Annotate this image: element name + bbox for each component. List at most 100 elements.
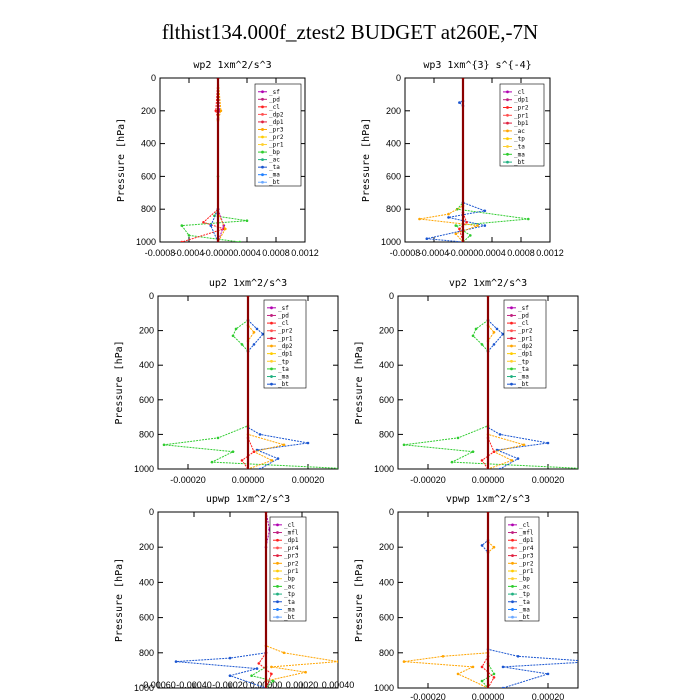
- series-point: [270, 665, 273, 669]
- x-tick-label: -0.0004: [174, 248, 205, 258]
- legend-marker: [511, 531, 514, 534]
- legend: _sf_pd_cl_pr2_pr1_dp2_dp1_tp_ta_ma_bt: [263, 299, 307, 389]
- chart-panel-6: vpwp 1xm^2/s^3 Pressure [hPa] 0 200 400 600 80…: [354, 494, 579, 700]
- y-tick-label: 200: [379, 542, 394, 552]
- series-point: [486, 686, 490, 688]
- x-tick-label: 0.0004: [233, 248, 261, 258]
- x-tick-label: -0.00020: [410, 475, 446, 485]
- series-point: [271, 679, 275, 683]
- legend-entry: _pr1: [269, 142, 284, 149]
- panel-title: upwp 1xm^2/s^3: [206, 494, 290, 505]
- series-point: [276, 457, 280, 460]
- legend-marker: [276, 554, 279, 558]
- series-point: [447, 212, 450, 216]
- legend-entry: _dp2: [269, 111, 284, 118]
- legend-entry: _pr3: [269, 126, 284, 133]
- legend-marker: [510, 321, 513, 325]
- y-tick-label: 1000: [134, 683, 154, 693]
- series-point: [418, 217, 421, 221]
- series-point: [425, 237, 429, 240]
- series-point: [592, 468, 595, 471]
- legend-entry: _pr1: [519, 568, 534, 575]
- y-tick-label: 200: [379, 326, 394, 336]
- series-point: [461, 78, 465, 80]
- legend-entry: _dp2: [518, 343, 533, 350]
- x-tick-label: -0.0004: [419, 248, 450, 258]
- legend-marker: [276, 523, 279, 527]
- legend-marker: [511, 577, 514, 581]
- legend-entry: _ma: [514, 151, 525, 158]
- series-point: [516, 457, 520, 460]
- legend: _sf_pd_cl_dp2_dp1_pr3_pr2_pr1_bp_ac_ta_m…: [254, 83, 302, 187]
- series-point: [454, 232, 458, 236]
- series-point: [480, 679, 484, 683]
- x-tick-label: -0.00020: [410, 692, 446, 700]
- series-point: [471, 334, 475, 338]
- legend-entry: _sf: [269, 89, 280, 96]
- series-point: [486, 467, 490, 469]
- legend-entry: _bt: [269, 179, 280, 186]
- series-point: [465, 221, 468, 224]
- legend-marker: [270, 359, 273, 363]
- legend-marker: [270, 382, 273, 386]
- legend-marker: [510, 306, 513, 310]
- legend-entry: _dp1: [278, 351, 293, 358]
- legend-marker: [510, 344, 513, 348]
- series-line: [175, 512, 267, 688]
- legend-marker: [261, 135, 264, 139]
- legend-entry: _tp: [278, 358, 289, 365]
- legend-entry: _ta: [514, 144, 525, 151]
- x-tick-label: 0.00020: [286, 680, 319, 690]
- series-point: [258, 467, 262, 469]
- y-axis-label: Pressure [hPa]: [116, 118, 127, 202]
- legend-entry: _dp1: [519, 537, 534, 544]
- series-point: [162, 443, 166, 447]
- series-point: [219, 109, 223, 113]
- series-point: [516, 655, 520, 658]
- series-point: [246, 467, 250, 469]
- y-tick-label: 0: [149, 507, 154, 517]
- legend-marker: [276, 531, 279, 534]
- series-point: [483, 224, 487, 227]
- legend-entry: _sf: [518, 305, 529, 312]
- series-point: [202, 221, 205, 224]
- series-line: [426, 78, 487, 242]
- legend-entry: _bp: [519, 576, 530, 583]
- x-tick-label: 0.00020: [532, 692, 565, 700]
- legend-entry: _ac: [284, 583, 295, 590]
- legend-marker: [261, 143, 264, 146]
- y-axis-label: Pressure [hPa]: [114, 340, 125, 424]
- legend-entry: _tp: [514, 136, 525, 143]
- series-point: [180, 240, 184, 242]
- series-line: [217, 78, 226, 242]
- legend-marker: [510, 375, 513, 378]
- series-line: [403, 512, 495, 688]
- series-point: [461, 240, 465, 242]
- legend-marker: [276, 569, 279, 573]
- series-point: [238, 240, 242, 242]
- series-point: [216, 78, 220, 80]
- panel-title: wp2 1xm^2/s^3: [193, 60, 271, 71]
- x-tick-label: 0.00000: [472, 475, 505, 485]
- legend-entry: _bt: [519, 614, 530, 621]
- legend-entry: _pr2: [278, 328, 293, 335]
- legend-marker: [511, 538, 514, 542]
- legend-entry: _mfl: [519, 530, 534, 537]
- legend-marker: [511, 569, 514, 573]
- legend-marker: [270, 367, 273, 371]
- y-tick-label: 800: [386, 204, 401, 214]
- legend-marker: [276, 608, 279, 611]
- y-tick-label: 1000: [381, 237, 401, 247]
- series-point: [546, 441, 550, 445]
- legend-marker: [511, 554, 514, 558]
- series-point: [336, 660, 338, 663]
- y-tick-label: 800: [139, 429, 154, 439]
- series-point: [246, 296, 250, 298]
- legend-marker: [506, 121, 509, 125]
- legend-marker: [261, 165, 264, 169]
- legend-entry: _bp1: [514, 120, 529, 127]
- series-point: [250, 674, 253, 677]
- legend-entry: _ta: [519, 599, 530, 606]
- legend-entry: _dp2: [278, 343, 293, 350]
- series-point: [210, 460, 214, 464]
